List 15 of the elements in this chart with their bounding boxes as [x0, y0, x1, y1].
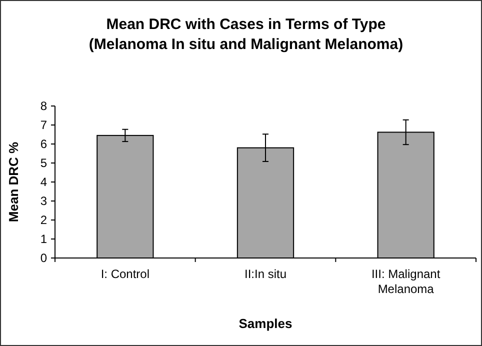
x-tick-label: II:In situ: [244, 267, 287, 281]
y-axis-title: Mean DRC %: [6, 141, 21, 222]
x-tick-label: III: Malignant Melanoma: [371, 267, 441, 296]
y-tick-label: 1: [40, 232, 48, 246]
y-tick-label: 6: [40, 137, 48, 152]
x-axis-title: Samples: [238, 316, 292, 331]
x-tick-label: I: Control: [100, 267, 150, 281]
y-tick-label: 0: [40, 251, 48, 266]
chart-title: Mean DRC with Cases in Terms of Type (Melanoma In situ and Malignant Melanoma): [88, 16, 404, 53]
y-tick-label: 8: [40, 99, 48, 114]
y-tick-label: 3: [40, 194, 48, 208]
y-tick-label: 2: [40, 213, 48, 228]
y-tick-label: 7: [40, 118, 48, 132]
y-tick-label: 4: [40, 175, 48, 190]
y-tick-label: 5: [40, 156, 48, 170]
